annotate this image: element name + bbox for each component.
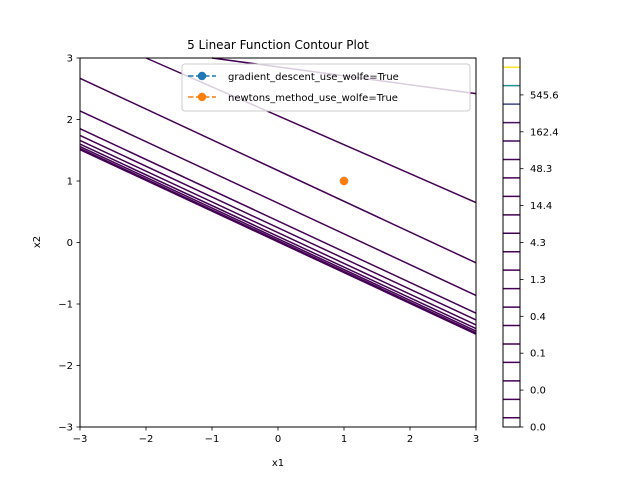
y-tick-label: −1 — [58, 300, 73, 311]
legend: gradient_descent_use_wolfe=True newtons_m… — [181, 63, 471, 112]
colorbar-tick-label: 14.4 — [530, 201, 552, 212]
colorbar-tick-label: 0.4 — [530, 312, 546, 323]
colorbar-tick-label: 4.3 — [530, 238, 546, 249]
colorbar-tick-label: 48.3 — [530, 164, 552, 175]
x-tick-label: 1 — [341, 434, 347, 445]
colorbar-tick-label: 0.0 — [530, 423, 546, 434]
colorbar-tick-label: 1.3 — [530, 275, 546, 286]
legend-marker — [197, 71, 207, 81]
legend-label: gradient_descent_use_wolfe=True — [228, 72, 399, 83]
x-tick-label: 2 — [407, 434, 413, 445]
colorbar-levels — [503, 66, 520, 419]
legend-box — [181, 63, 471, 112]
contour-line — [79, 134, 477, 321]
x-axis-label: x1 — [272, 458, 284, 469]
contour-line — [79, 148, 477, 335]
x-tick-label: −3 — [73, 434, 88, 445]
y-tick-label: −2 — [58, 361, 73, 372]
legend-marker — [197, 92, 207, 102]
colorbar-tick-label: 162.4 — [530, 127, 559, 138]
chart-title: 5 Linear Function Contour Plot — [187, 38, 369, 52]
colorbar-ticks: 0.0 0.0 0.1 0.4 1.3 4.3 14.4 48.3 162.4 545.6 — [520, 90, 559, 434]
contour-line — [79, 128, 477, 314]
x-tick-label: −1 — [205, 434, 220, 445]
legend-label: newtons_method_use_wolfe=True — [228, 93, 398, 104]
legend-entries: gradient_descent_use_wolfe=True newtons_m… — [188, 71, 399, 104]
contour-line — [79, 145, 477, 332]
y-axis-label: x2 — [32, 236, 43, 248]
colorbar-frame — [502, 57, 521, 428]
data-point — [339, 176, 349, 186]
x-tick-label: 0 — [275, 434, 281, 445]
contour-line — [79, 110, 477, 297]
axis-ticks: −3 −2 −1 0 1 2 3 −3 −2 −1 0 1 2 3 — [58, 54, 479, 446]
y-tick-label: −3 — [58, 423, 73, 434]
x-tick-label: 3 — [473, 434, 479, 445]
contour-line — [79, 77, 477, 264]
colorbar-tick-label: 545.6 — [530, 90, 559, 101]
data-points — [339, 176, 349, 186]
y-tick-label: 0 — [67, 238, 73, 249]
colorbar-tick-label: 0.0 — [530, 386, 546, 397]
y-tick-label: 1 — [67, 177, 73, 188]
y-tick-label: 3 — [67, 54, 73, 65]
x-tick-label: −2 — [139, 434, 154, 445]
contour-line — [79, 139, 477, 326]
colorbar: 0.0 0.0 0.1 0.4 1.3 4.3 14.4 48.3 162.4 545.6 — [502, 57, 559, 434]
colorbar-tick-label: 0.1 — [530, 349, 546, 360]
y-tick-label: 2 — [67, 115, 73, 126]
contour-line — [79, 143, 477, 330]
contour-line — [79, 147, 477, 334]
